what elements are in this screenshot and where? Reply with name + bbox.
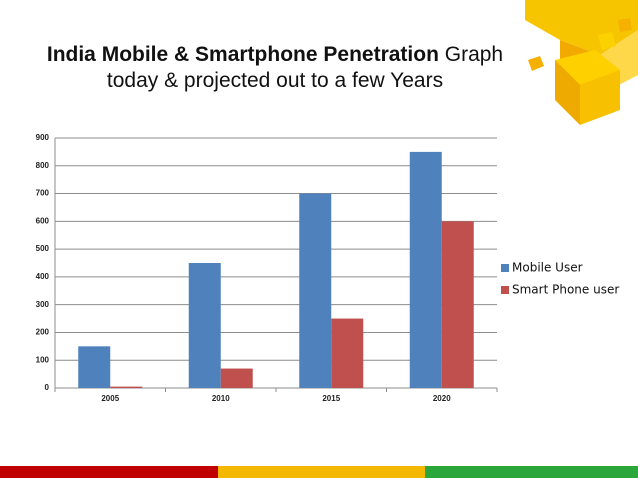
chart-title: India Mobile & Smartphone Penetration (46, 43, 439, 66)
bar (299, 193, 332, 388)
y-tick-label: 600 (36, 216, 50, 225)
bar (409, 151, 442, 388)
x-tick-label: 2005 (101, 394, 119, 403)
y-tick-label: 400 (36, 272, 50, 281)
legend-label: Mobile User (512, 261, 583, 275)
bar (110, 386, 143, 388)
footer-stripe-red (0, 466, 218, 478)
bar (78, 346, 111, 388)
chart-subtitle: Graph today & projected out to a few Yea… (106, 43, 504, 92)
bar (441, 221, 474, 388)
footer-stripe-yellow (218, 466, 425, 478)
x-tick-label: 2015 (322, 394, 340, 403)
y-tick-label: 500 (36, 244, 50, 253)
x-tick-label: 2010 (212, 394, 230, 403)
y-tick-label: 300 (36, 300, 50, 309)
bar (220, 368, 253, 388)
legend-label: Smart Phone user (512, 283, 619, 297)
legend-swatch (501, 286, 509, 294)
y-tick-label: 100 (36, 355, 50, 364)
decor-cubes (525, 0, 638, 125)
y-tick-label: 800 (36, 161, 50, 170)
bar (331, 318, 364, 388)
y-tick-label: 700 (36, 189, 50, 198)
legend-swatch (501, 264, 509, 272)
chart-title-block: India Mobile & Smartphone Penetration Gr… (30, 42, 520, 94)
y-tick-label: 900 (36, 133, 50, 142)
x-tick-label: 2020 (433, 394, 451, 403)
y-tick-label: 0 (45, 383, 50, 392)
y-tick-label: 200 (36, 328, 50, 337)
footer-stripe-green (425, 466, 638, 478)
bar (188, 263, 221, 388)
